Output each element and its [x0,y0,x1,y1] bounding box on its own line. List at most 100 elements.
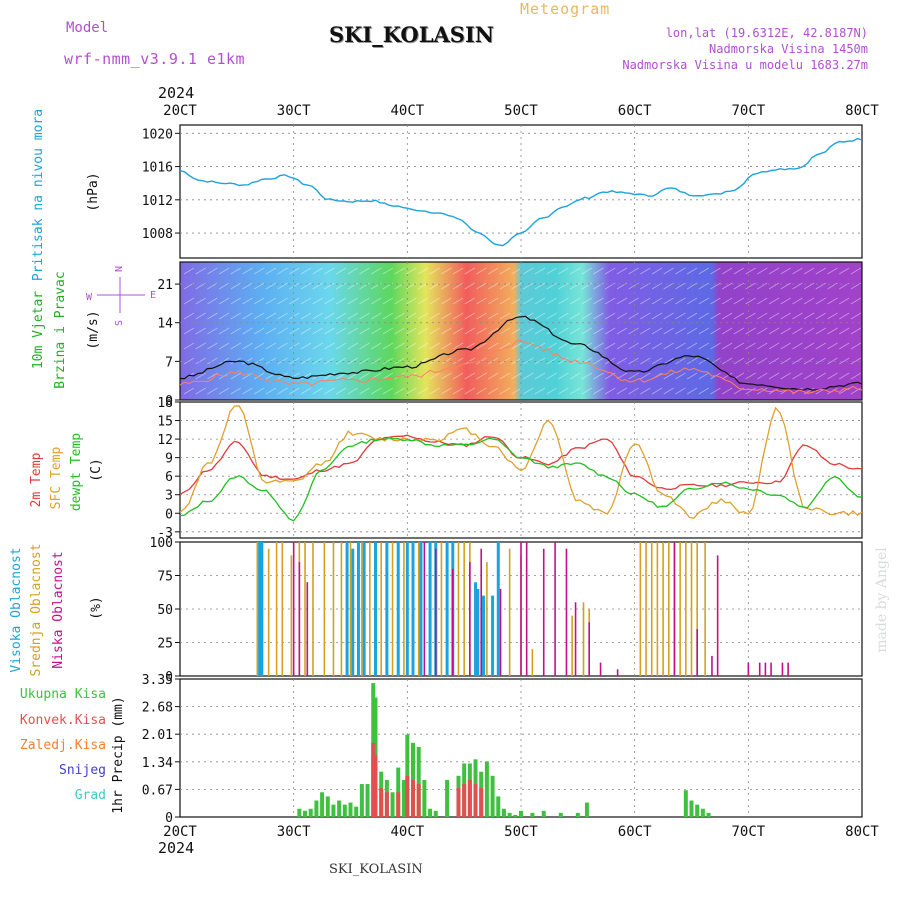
wind-barb [499,267,511,275]
wind-barb [230,297,242,305]
wind-barb [675,357,686,365]
wind-barb [558,312,569,320]
wind-barb [253,297,265,305]
pressure-line [179,137,863,247]
wind-barb [406,312,417,320]
precip-total-bar [325,796,330,817]
wind-barb [452,297,464,305]
precip-total-bar [342,804,347,817]
wind-barb [370,267,382,275]
precip-ytick-label: 2.68 [142,701,173,716]
wind-barb [335,372,347,380]
wind-barb [242,312,253,320]
wind-barb [569,312,581,320]
precip-total-bar [706,812,711,817]
wind-barb [265,342,277,350]
wind-barb [803,342,815,350]
wind-barb [523,297,534,305]
x-label-bottom: 70CT [731,824,765,840]
wind-barb [429,312,440,320]
precip-frame [179,678,863,818]
wind-barb [429,267,440,275]
pressure-ytick-label: 1016 [142,161,173,176]
wind-barb [768,342,780,350]
wind-barb [803,297,815,305]
precip-total-bar [401,779,406,817]
wind-barb [324,342,335,350]
wind-barb [815,327,827,335]
wind-barb [640,267,651,275]
wind-barb [429,297,440,305]
wind-barb [698,267,710,275]
wind-barb [499,312,511,320]
wind-barb [476,387,487,395]
wind-barb [429,387,440,395]
wind-barb [803,327,815,335]
wind-barb [523,282,534,290]
wind-barb [558,342,569,350]
wind-barb [511,342,522,350]
wind-barb [686,357,698,365]
wind-barb [300,387,312,395]
wind-barb [277,387,288,395]
wind-barb [347,372,359,380]
wind-barb [289,327,300,335]
wind-barb [558,282,569,290]
wind-barb [230,372,242,380]
wind-barb [394,342,405,350]
wind-barb [604,327,616,335]
cloud-ytick-label: 100 [150,536,173,551]
precip-conv-bar [456,788,461,817]
pressure-ytick-label: 1008 [142,227,173,242]
wind-barb [640,327,651,335]
wind-barb [628,297,639,305]
temp-ytick-label: 9 [165,452,173,467]
wind-barb [558,387,569,395]
wind-barb [686,297,698,305]
wind-barb [733,372,745,380]
wind-barb [569,387,581,395]
wind-barb [792,342,803,350]
wind-barb [768,297,780,305]
wind-barb [534,342,546,350]
wind-barb [394,327,405,335]
wind-barb [464,327,476,335]
wind-barb [675,267,686,275]
wind-barb [745,297,756,305]
wind-barb [546,372,557,380]
wind-barb [230,267,242,275]
wind-barb [815,342,827,350]
wind-barb [359,312,370,320]
wind-barb [429,357,440,365]
wind-barb [686,342,698,350]
wind-barb [359,327,370,335]
wind-barb [745,342,756,350]
wind-barb [335,282,347,290]
wind-barb [359,342,370,350]
wind-barb [558,327,569,335]
wind-barb [265,312,277,320]
wind-barb [312,312,323,320]
wind-barb [370,297,382,305]
wind-barb [324,312,335,320]
precip-conv-bar [411,779,416,817]
wind-barb [487,342,499,350]
cloud-ytick-label: 50 [157,603,173,618]
wind-barb [792,267,803,275]
precip-total-bar [308,808,313,817]
wind-barb [230,312,242,320]
precip-total-bar [507,812,512,817]
wind-barb [218,267,230,275]
wind-barb [487,297,499,305]
wind-barb [487,387,499,395]
wind-barb [230,387,242,395]
product-title: Meteogram [520,0,611,18]
wind-barb [312,357,323,365]
wind-barb [546,312,557,320]
wind-barb [604,297,616,305]
year-bottom: 2024 [158,839,194,857]
precip-total-bar [416,746,421,817]
temp-ytick-label: 6 [165,470,173,485]
wind-barb [745,372,756,380]
wind-barb [569,372,581,380]
